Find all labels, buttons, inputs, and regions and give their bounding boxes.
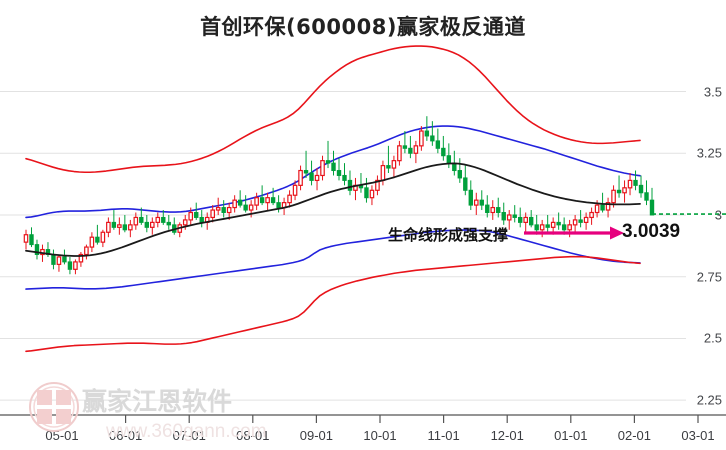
x-axis-tick-label: 05-01 [45, 428, 79, 443]
channel-band-lines [25, 45, 641, 353]
y-axis-tick-label: 3.5 [703, 84, 722, 99]
x-axis-tick-label: 12-01 [490, 428, 524, 443]
x-axis-tick-label: 02-01 [617, 428, 652, 443]
page-title: 首创环保(600008)赢家极反通道 [200, 15, 526, 39]
y-axis-tick-label: 2.25 [696, 392, 722, 408]
annotation-label: 生命线形成强支撑 [388, 226, 509, 244]
x-axis-tick-label: 08-01 [236, 428, 270, 443]
y-axis-tick-label: 3.25 [696, 145, 722, 161]
axis-lines [0, 414, 726, 423]
channel-line [25, 162, 641, 257]
channel-line [25, 45, 641, 174]
annotation-arrow [524, 226, 624, 240]
channel-line [25, 125, 641, 219]
x-axis-tick-label: 01-01 [554, 428, 588, 443]
x-axis-tick-label: 03-01 [681, 428, 715, 443]
y-axis-tick-label: 2.5 [703, 330, 722, 346]
price-callout-label: 3.0039 [622, 221, 681, 242]
lifeline-series [25, 162, 641, 257]
x-axis-tick-label: 07-01 [172, 428, 206, 443]
y-axis-tick-label: 2.75 [696, 269, 722, 285]
x-axis-tick-label: 09-01 [299, 428, 334, 443]
y-axis-tick-label: 3 [714, 207, 722, 223]
channel-line [25, 229, 641, 290]
x-axis-tick-label: 06-01 [108, 428, 143, 443]
channel-line [25, 255, 641, 353]
x-axis-tick-label: 11-01 [427, 428, 460, 443]
x-axis-tick-label: 10-01 [363, 428, 397, 443]
